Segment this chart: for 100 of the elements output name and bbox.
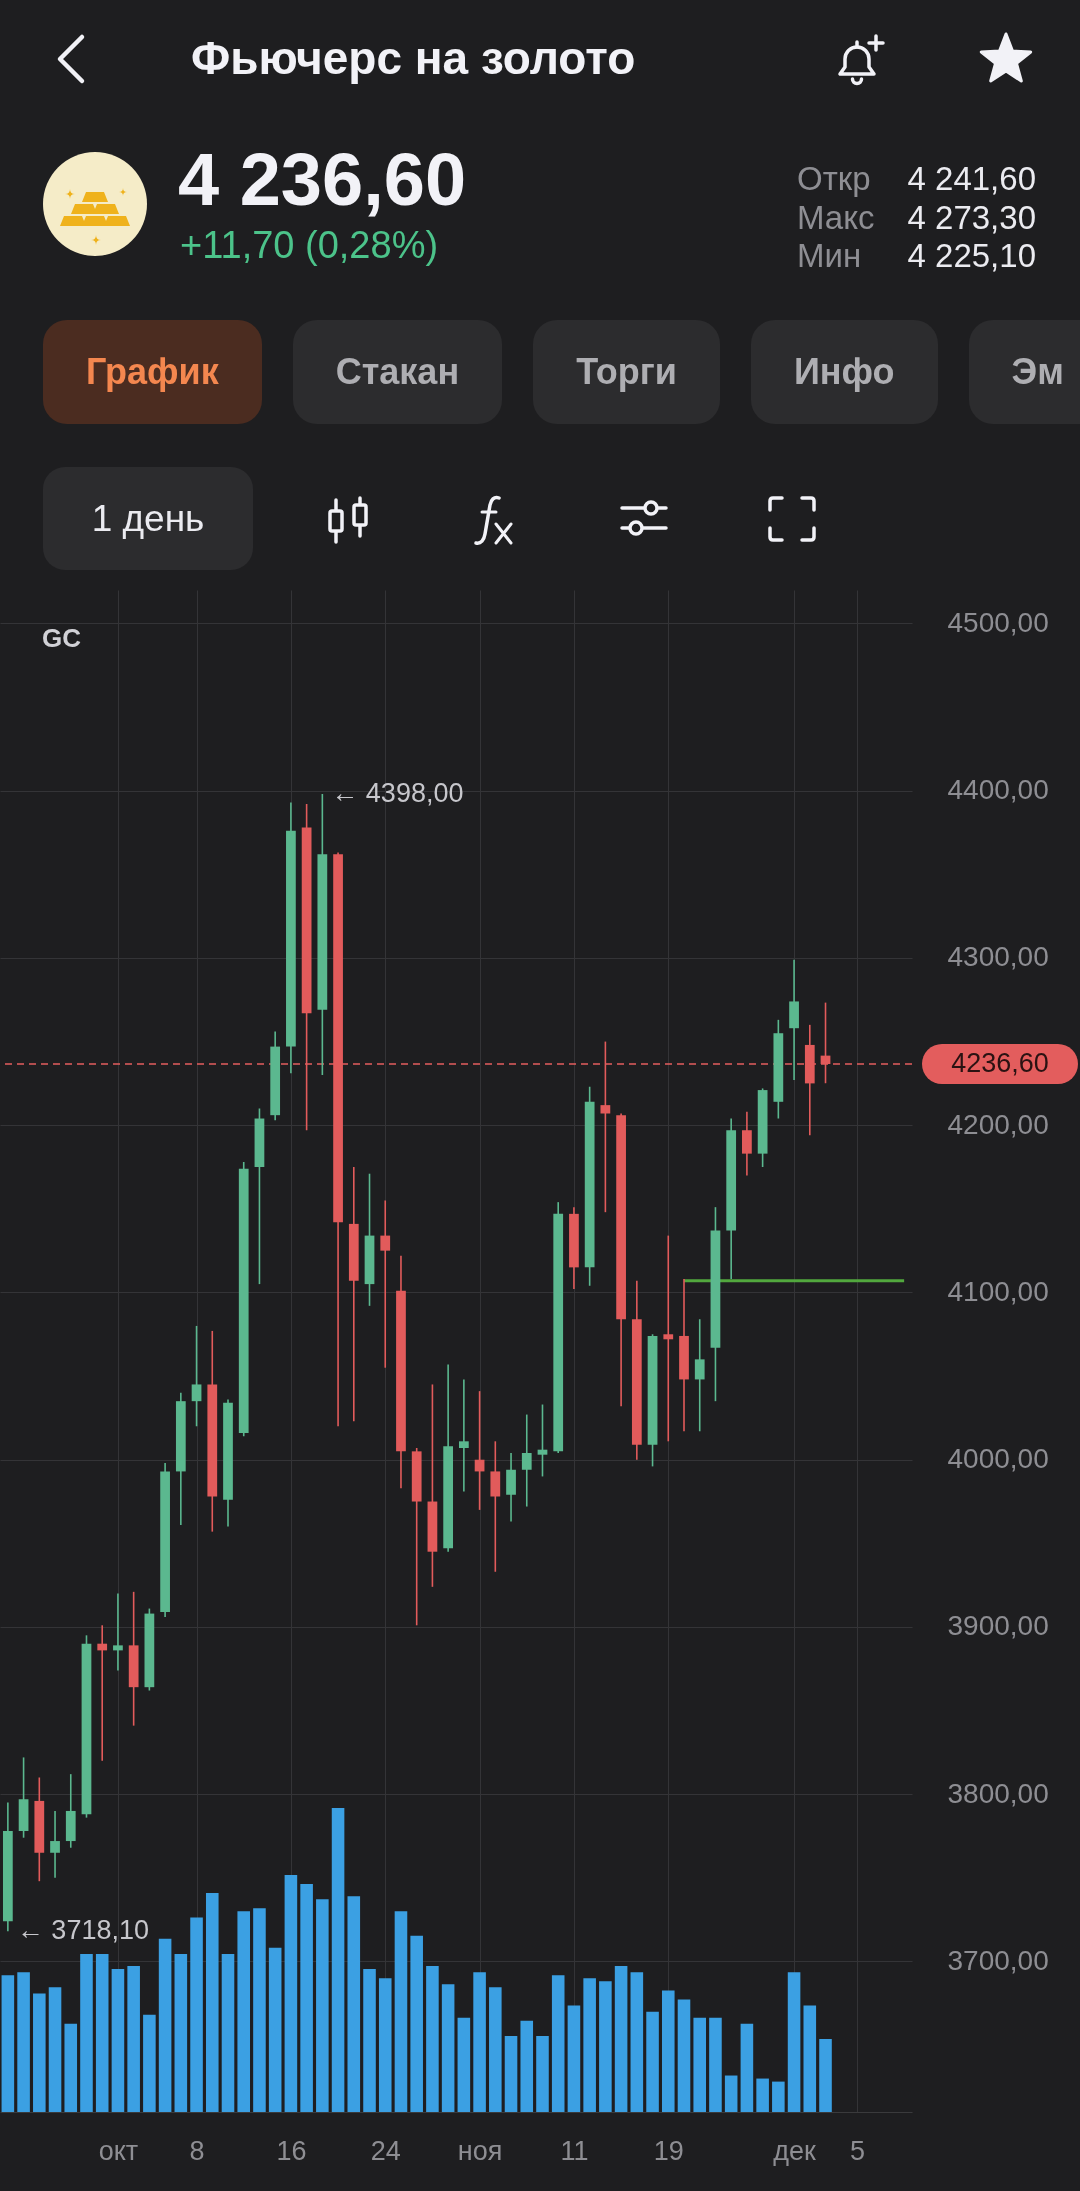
bar xyxy=(378,1978,392,2112)
x-tick-label: 24 xyxy=(370,2135,401,2166)
bar xyxy=(331,1808,345,2112)
bar xyxy=(583,1978,596,2112)
annotation: ← 4398,00 xyxy=(331,778,464,809)
bar xyxy=(221,1953,235,2112)
text: 4 241,60 xyxy=(907,160,1036,197)
y-tick-label: 4200,00 xyxy=(947,1108,1049,1140)
bar xyxy=(536,2036,549,2112)
x-tick-label: ноя xyxy=(457,2135,503,2166)
tab-button: Инфо xyxy=(750,320,938,424)
bar xyxy=(661,1990,675,2112)
bar xyxy=(693,2017,707,2112)
bar xyxy=(677,1999,691,2112)
bar xyxy=(567,2005,581,2112)
period-button: 1 день xyxy=(43,467,253,570)
candlestick xyxy=(191,1325,202,1428)
bar xyxy=(787,1972,801,2112)
text: +11,70 (0,28%) xyxy=(180,224,439,266)
bar xyxy=(174,1953,188,2112)
y-tick-label: 3900,00 xyxy=(947,1610,1049,1642)
y-tick-label: 3700,00 xyxy=(947,1944,1049,1976)
bar xyxy=(253,1908,266,2112)
bar xyxy=(347,1896,361,2112)
bar xyxy=(80,1953,93,2112)
bar xyxy=(284,1874,298,2112)
y-tick-label: 4500,00 xyxy=(947,606,1049,638)
bar xyxy=(205,1893,219,2112)
bar xyxy=(646,2011,659,2112)
x-tick-label: окт xyxy=(98,2135,139,2166)
bar xyxy=(111,1969,125,2112)
candlestick xyxy=(97,1624,108,1762)
tab-button: Эм xyxy=(968,320,1080,424)
chart-title: Фьючерс на золото xyxy=(191,32,636,84)
candlestick xyxy=(694,1318,705,1433)
bar xyxy=(457,2017,471,2112)
text: 4 225,10 xyxy=(907,237,1036,274)
bar xyxy=(316,1899,329,2112)
bar xyxy=(504,2036,518,2112)
text: Макс xyxy=(797,199,875,236)
bar xyxy=(268,1947,282,2112)
y-tick-label: 4100,00 xyxy=(947,1275,1049,1307)
chart-subtitle: 4 236,60 xyxy=(178,138,467,221)
bar xyxy=(709,2017,722,2112)
bar xyxy=(740,2023,754,2112)
x-tick-label: 19 xyxy=(653,2135,684,2166)
y-tick-label: 4300,00 xyxy=(947,941,1049,973)
candlestick xyxy=(537,1403,548,1478)
candlestick xyxy=(380,1199,391,1369)
annotation: GC xyxy=(42,623,81,653)
bar xyxy=(803,2005,817,2112)
text: Откр xyxy=(797,160,871,197)
bar xyxy=(95,1953,109,2112)
bar xyxy=(772,2081,785,2112)
bar xyxy=(756,2078,769,2112)
bar xyxy=(630,1972,644,2112)
bar xyxy=(614,1966,628,2112)
y-tick-label: 4400,00 xyxy=(947,774,1049,806)
x-tick-label: 5 xyxy=(849,2135,865,2166)
text: 4 273,30 xyxy=(907,199,1036,236)
y-tick-label: 4000,00 xyxy=(947,1443,1049,1475)
bar xyxy=(441,1984,455,2112)
bar xyxy=(237,1911,251,2112)
bar xyxy=(64,2023,78,2112)
bar xyxy=(48,1987,62,2112)
bar xyxy=(300,1884,313,2112)
candlestick xyxy=(113,1592,123,1672)
bar xyxy=(17,1972,30,2112)
bar xyxy=(599,1981,612,2112)
bar xyxy=(1,1975,15,2112)
bar xyxy=(158,1938,172,2112)
bar xyxy=(489,1987,502,2112)
bar xyxy=(127,1966,140,2112)
bar xyxy=(143,2014,156,2112)
bar xyxy=(724,2075,738,2112)
candlestick xyxy=(663,1234,674,1443)
bar xyxy=(190,1917,203,2112)
bar xyxy=(33,1993,46,2112)
candlestick xyxy=(458,1378,469,1493)
x-tick-label: дек xyxy=(773,2135,817,2166)
candlestick xyxy=(742,1111,752,1177)
candlestick xyxy=(521,1413,532,1508)
bar xyxy=(410,1935,423,2112)
bar xyxy=(551,1975,565,2112)
bar xyxy=(520,2020,534,2112)
tab-button: Торги xyxy=(533,320,720,424)
tab-button: График xyxy=(43,320,262,424)
x-tick-label: 11 xyxy=(560,2135,589,2166)
bar xyxy=(426,1966,439,2112)
bar xyxy=(819,2039,832,2112)
bar xyxy=(363,1969,376,2112)
bar xyxy=(394,1911,408,2112)
ref-line-label: 4236,60 xyxy=(951,1047,1049,1078)
candlestick xyxy=(50,1810,60,1879)
x-tick-label: 8 xyxy=(189,2135,205,2166)
x-tick-label: 16 xyxy=(276,2135,307,2166)
bar xyxy=(473,1972,486,2112)
text: Мин xyxy=(797,237,862,274)
tab-button: Стакан xyxy=(292,320,503,424)
y-tick-label: 3800,00 xyxy=(947,1777,1049,1809)
